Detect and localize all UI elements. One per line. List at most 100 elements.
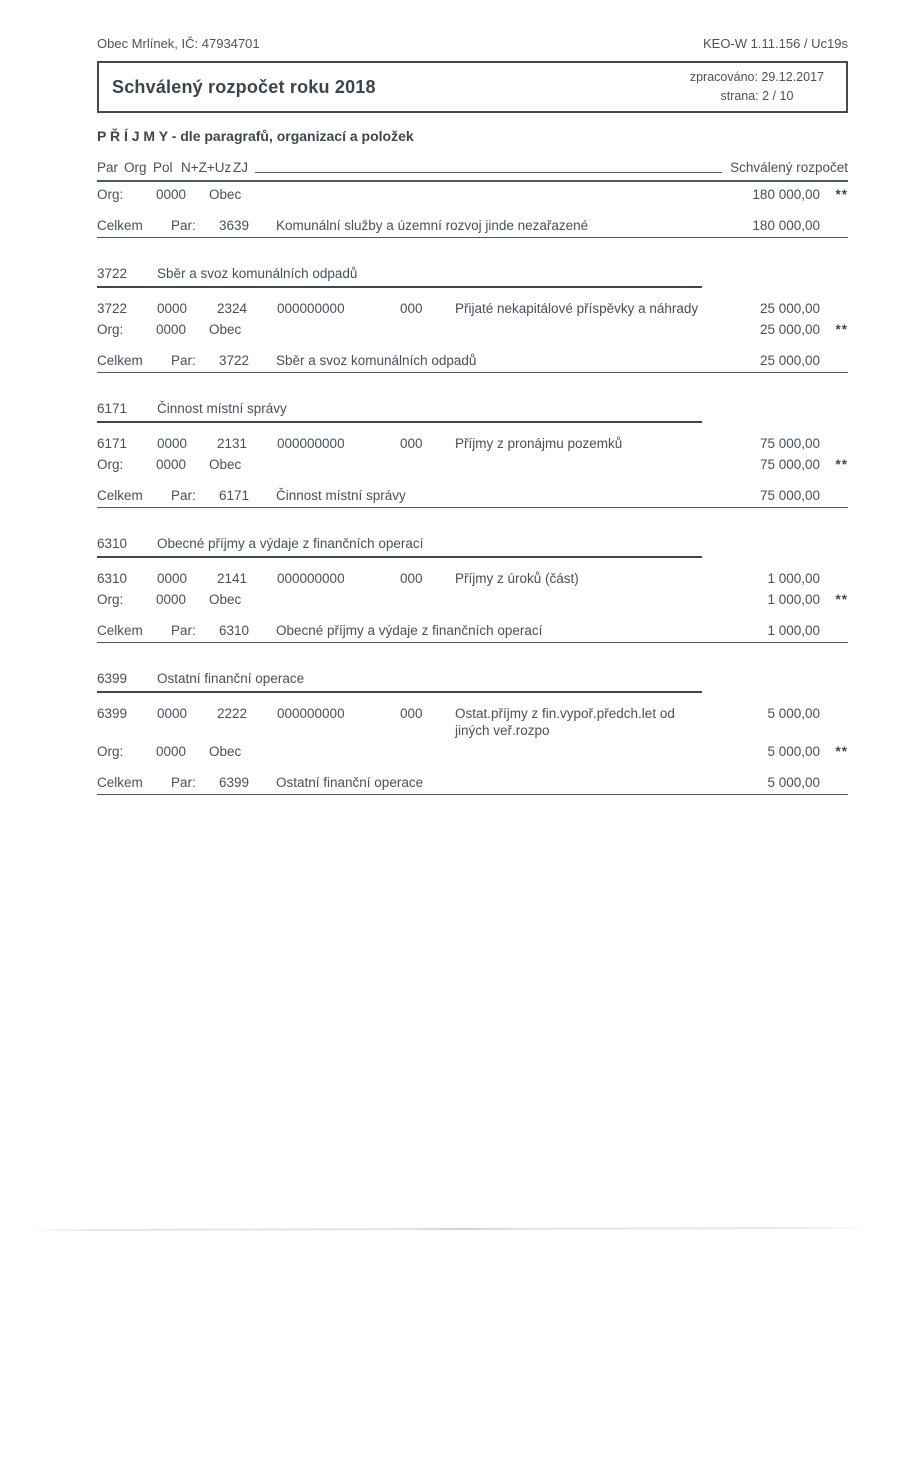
total-par-code: 6171 bbox=[219, 488, 250, 503]
total-par-code: 3639 bbox=[219, 218, 250, 233]
detail-nzuz: 000000000 bbox=[277, 436, 345, 451]
col-header-nzuz: N+Z+Uz bbox=[181, 160, 232, 175]
paragraph-name: Činnost místní správy bbox=[157, 401, 287, 416]
total-amount: 180 000,00 bbox=[752, 218, 820, 233]
total-par-name: Ostatní finanční operace bbox=[276, 775, 424, 790]
detail-zj: 000 bbox=[400, 301, 423, 316]
org-amount-marker: ** bbox=[835, 457, 848, 472]
detail-zj: 000 bbox=[400, 571, 423, 586]
detail-amount: 25 000,00 bbox=[759, 301, 820, 316]
title-box: Schválený rozpočet roku 2018 zpracováno:… bbox=[97, 61, 848, 113]
col-header-par: Par bbox=[97, 160, 119, 175]
detail-org: 0000 bbox=[157, 706, 188, 721]
org-amount: 25 000,00 bbox=[759, 322, 820, 337]
detail-row: 6310 0000 2141 000000000 000 Příjmy z úr… bbox=[97, 570, 848, 587]
scan-artifact-line bbox=[27, 1226, 869, 1232]
detail-amount: 5 000,00 bbox=[767, 706, 820, 721]
total-par-code: 6399 bbox=[219, 775, 250, 790]
income-section-heading: P Ř Í J M Y - dle paragrafů, organizací … bbox=[97, 128, 414, 144]
detail-zj: 000 bbox=[400, 706, 423, 721]
detail-org: 0000 bbox=[157, 571, 188, 586]
org-code: 0000 bbox=[156, 592, 187, 607]
detail-par: 6171 bbox=[97, 436, 128, 451]
total-label: Celkem bbox=[97, 623, 143, 638]
total-amount: 1 000,00 bbox=[767, 623, 820, 638]
org-name: Obec bbox=[209, 744, 242, 759]
paragraph-code: 6310 bbox=[97, 536, 128, 551]
processed-date: zpracováno: 29.12.2017 bbox=[689, 70, 824, 84]
org-code: 0000 bbox=[156, 187, 187, 202]
total-par-code: 3722 bbox=[219, 353, 250, 368]
paragraph-heading: 6399 Ostatní finanční operace bbox=[97, 670, 848, 687]
detail-par: 3722 bbox=[97, 301, 128, 316]
detail-row: 3722 0000 2324 000000000 000 Přijaté nek… bbox=[97, 300, 848, 317]
software-version-text: KEO-W 1.11.156 / Uc19s bbox=[703, 36, 848, 51]
org-amount: 75 000,00 bbox=[759, 457, 820, 472]
detail-pol: 2131 bbox=[217, 436, 248, 451]
col-header-org: Org bbox=[124, 160, 147, 175]
total-amount: 5 000,00 bbox=[767, 775, 820, 790]
paragraph-rule bbox=[97, 691, 702, 693]
org-subtotal-row: Org: 0000 Obec 75 000,00 ** bbox=[97, 456, 848, 473]
total-par-name: Obecné příjmy a výdaje z finančních oper… bbox=[276, 623, 543, 638]
detail-nzuz: 000000000 bbox=[277, 706, 345, 721]
paragraph-heading: 6310 Obecné příjmy a výdaje z finančních… bbox=[97, 535, 848, 552]
org-subtotal-row: Org: 0000 Obec 5 000,00 ** bbox=[97, 743, 848, 760]
total-amount-spacer bbox=[820, 352, 848, 369]
detail-pol: 2141 bbox=[217, 571, 248, 586]
org-subtotal-row: Org: 0000 Obec 25 000,00 ** bbox=[97, 321, 848, 338]
org-name: Obec bbox=[209, 322, 242, 337]
paragraph-total-row: Celkem Par: 6399 Ostatní finanční operac… bbox=[97, 774, 848, 795]
detail-pol: 2222 bbox=[217, 706, 248, 721]
org-amount-marker: ** bbox=[835, 322, 848, 337]
paragraph-name: Obecné příjmy a výdaje z finančních oper… bbox=[157, 536, 424, 551]
detail-amount-spacer bbox=[820, 705, 848, 739]
paragraph-code: 6399 bbox=[97, 671, 128, 686]
detail-pol: 2324 bbox=[217, 301, 248, 316]
total-par-label: Par: bbox=[171, 775, 196, 790]
total-amount-spacer bbox=[820, 217, 848, 234]
detail-description: Ostat.příjmy z fin.vypoř.předch.let od j… bbox=[455, 706, 675, 738]
paragraph-total-row: Celkem Par: 6171 Činnost místní správy 7… bbox=[97, 487, 848, 508]
org-name: Obec bbox=[209, 187, 242, 202]
total-amount: 25 000,00 bbox=[759, 353, 820, 368]
detail-amount-spacer bbox=[820, 570, 848, 587]
detail-amount: 1 000,00 bbox=[767, 571, 820, 586]
org-amount-marker: ** bbox=[835, 744, 848, 759]
org-label: Org: bbox=[97, 457, 124, 472]
detail-description: Přijaté nekapitálové příspěvky a náhrady bbox=[455, 301, 699, 316]
total-amount-spacer bbox=[820, 774, 848, 791]
org-name: Obec bbox=[209, 592, 242, 607]
org-amount-marker: ** bbox=[835, 187, 848, 202]
paragraph-total-row: Celkem Par: 3722 Sběr a svoz komunálních… bbox=[97, 352, 848, 373]
detail-nzuz: 000000000 bbox=[277, 571, 345, 586]
detail-org: 0000 bbox=[157, 301, 188, 316]
total-amount-spacer bbox=[820, 487, 848, 504]
paragraph-code: 3722 bbox=[97, 266, 128, 281]
paragraph-section: 3722 Sběr a svoz komunálních odpadů 3722… bbox=[97, 265, 848, 373]
total-amount: 75 000,00 bbox=[759, 488, 820, 503]
org-amount-marker: ** bbox=[835, 592, 848, 607]
detail-row: 6399 0000 2222 000000000 000 Ostat.příjm… bbox=[97, 705, 848, 739]
detail-amount-spacer bbox=[820, 435, 848, 452]
org-subtotal-row: Org: 0000 Obec 180 000,00 ** bbox=[97, 186, 848, 203]
detail-zj: 000 bbox=[400, 436, 423, 451]
org-code: 0000 bbox=[156, 457, 187, 472]
paragraph-rule bbox=[97, 421, 702, 423]
detail-par: 6310 bbox=[97, 571, 128, 586]
org-id-text: Obec Mrlínek, IČ: 47934701 bbox=[97, 36, 260, 51]
total-label: Celkem bbox=[97, 775, 143, 790]
paragraph-section: 6171 Činnost místní správy 6171 0000 213… bbox=[97, 400, 848, 508]
paragraph-total-row: Celkem Par: 3639 Komunální služby a územ… bbox=[97, 217, 848, 238]
org-code: 0000 bbox=[156, 322, 187, 337]
col-header-amount: Schválený rozpočet bbox=[730, 160, 848, 175]
total-par-label: Par: bbox=[171, 488, 196, 503]
detail-nzuz: 000000000 bbox=[277, 301, 345, 316]
paragraph-code: 6171 bbox=[97, 401, 128, 416]
org-name: Obec bbox=[209, 457, 242, 472]
page-header: Obec Mrlínek, IČ: 47934701 KEO-W 1.11.15… bbox=[97, 36, 848, 52]
org-amount: 5 000,00 bbox=[767, 744, 820, 759]
detail-amount: 75 000,00 bbox=[759, 436, 820, 451]
total-par-name: Komunální služby a územní rozvoj jinde n… bbox=[276, 218, 589, 233]
